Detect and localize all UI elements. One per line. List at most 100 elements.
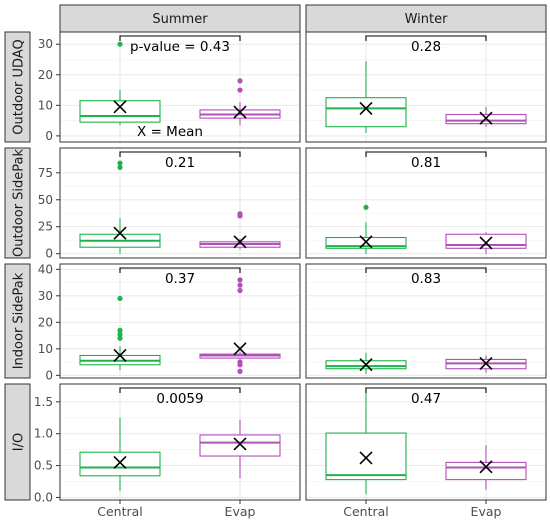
y-tick-label: 10: [38, 98, 53, 112]
mean-marker: [233, 105, 247, 119]
row-strip-bg: [4, 383, 31, 501]
panel-outdoor-sidepak-summer: 0.21: [59, 147, 301, 259]
box-evap: [445, 232, 527, 254]
y-tick-label: 10: [38, 342, 53, 356]
box-iqr: [445, 233, 527, 249]
p-value-prefix: p-value =: [130, 39, 200, 55]
panel-border: [305, 147, 547, 259]
box-evap: [199, 419, 281, 479]
x-tick-label-central: Central: [343, 504, 389, 519]
box-iqr: [445, 461, 527, 481]
mean-marker-stroke: [479, 460, 493, 474]
outlier-point: [117, 331, 123, 337]
panel-border: [59, 383, 301, 501]
mean-marker-stroke: [479, 356, 493, 370]
panel-i-o-summer: 0.0059: [59, 383, 301, 501]
outlier-point: [117, 335, 123, 341]
row-strip-bg: [4, 147, 31, 259]
outlier-point: [237, 282, 243, 288]
p-value-label: 0.37: [165, 271, 195, 287]
box-evap: [445, 445, 527, 490]
box-central: [325, 61, 407, 133]
panel-outdoor-sidepak-winter: 0.81: [305, 147, 547, 259]
panel-border: [305, 383, 547, 501]
y-tick-label: 0.0: [34, 490, 53, 504]
p-value-label: 0.83: [411, 271, 441, 287]
mean-marker: [113, 226, 127, 240]
panel-border: [59, 31, 301, 143]
box-central: [79, 41, 161, 126]
row-strip-indoor-sidepak: Indoor SidePak: [4, 263, 31, 379]
mean-marker-stroke: [359, 101, 373, 115]
mean-marker: [233, 342, 247, 356]
box-central: [79, 295, 161, 371]
row-strip-outdoor-sidepak: Outdoor SidePak: [4, 147, 31, 259]
p-value-label: 0.0059: [156, 391, 203, 407]
panel-border: [305, 31, 547, 143]
box-evap: [199, 78, 281, 126]
box-iqr: [199, 434, 281, 457]
y-tick-label: 0.5: [34, 459, 53, 473]
panel-outdoor-udaq-winter: 0.28: [305, 31, 547, 143]
mean-marker-stroke: [359, 358, 373, 372]
y-tick-label: 0: [45, 247, 53, 261]
y-tick-label: 30: [38, 37, 53, 51]
panel-border: [59, 147, 301, 259]
box-central: [325, 390, 407, 495]
box-central: [79, 417, 161, 492]
y-tick-label: 1.0: [34, 427, 53, 441]
box-central: [325, 352, 407, 375]
p-value-label: 0.28: [411, 39, 441, 55]
mean-marker: [479, 236, 493, 250]
significance-bracket: [119, 151, 241, 157]
outlier-point: [237, 277, 243, 283]
panel-i-o-winter: 0.47: [305, 383, 547, 501]
mean-marker: [479, 111, 493, 125]
outlier-point: [117, 41, 123, 47]
mean-marker: [479, 460, 493, 474]
box-central: [79, 160, 161, 254]
y-tick-label: 0: [45, 368, 53, 382]
mean-legend-note: X = Mean: [137, 124, 203, 140]
outlier-point: [237, 211, 243, 217]
outlier-point: [363, 204, 369, 210]
box-iqr: [325, 97, 407, 128]
p-value-label: 0.81: [411, 155, 441, 171]
mean-marker-stroke: [233, 235, 247, 249]
mean-marker-stroke: [479, 236, 493, 250]
column-strip-winter: Winter: [305, 4, 547, 33]
mean-marker: [113, 455, 127, 469]
outlier-point: [237, 287, 243, 294]
y-tick-label: 1.5: [34, 395, 53, 409]
outlier-point: [117, 164, 123, 171]
significance-bracket: [119, 267, 241, 273]
mean-marker-stroke: [113, 100, 127, 114]
column-strip-summer: Summer: [59, 4, 301, 33]
box-evap: [199, 211, 281, 250]
box-evap: [199, 277, 281, 374]
mean-marker: [479, 356, 493, 370]
mean-marker: [233, 437, 247, 451]
panel-indoor-sidepak-winter: 0.83: [305, 263, 547, 379]
box-central: [325, 204, 407, 254]
mean-marker-stroke: [113, 226, 127, 240]
significance-bracket: [365, 151, 487, 157]
y-tick-label: 20: [38, 315, 53, 329]
x-tick-label-evap: Evap: [471, 504, 502, 519]
row-strip-bg: [4, 263, 31, 379]
x-tick-label-central: Central: [97, 504, 143, 519]
box-iqr: [79, 451, 161, 477]
outlier-point: [237, 78, 243, 84]
row-strip-i-o: I/O: [4, 383, 31, 501]
column-strip-bg: [305, 4, 547, 33]
panel-outdoor-udaq-summer: p-value = 0.43 X = Mean: [59, 31, 301, 143]
mean-marker: [359, 358, 373, 372]
row-strip-outdoor-udaq: Outdoor UDAQ: [4, 31, 31, 143]
mean-marker: [113, 100, 127, 114]
y-tick-label: 20: [38, 68, 53, 82]
column-strip-bg: [59, 4, 301, 33]
y-tick-label: 30: [38, 289, 53, 303]
mean-marker-stroke: [113, 348, 127, 363]
mean-marker: [359, 235, 373, 249]
